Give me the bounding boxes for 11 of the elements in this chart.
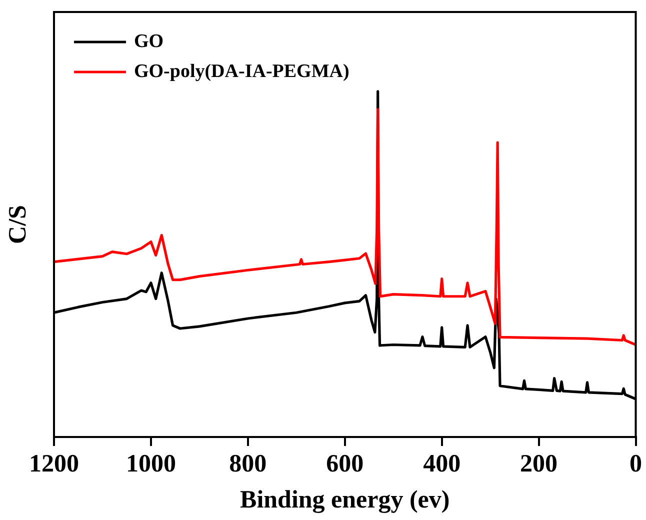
y-axis-title: C/S	[4, 205, 32, 244]
x-tick-label: 400	[423, 450, 461, 478]
legend-label: GO	[134, 30, 164, 52]
x-axis-title: Binding energy (ev)	[240, 486, 450, 514]
x-tick-label: 1200	[29, 450, 79, 478]
x-tick-label: 800	[229, 450, 267, 478]
x-tick-label: 600	[326, 450, 364, 478]
x-tick-label: 200	[520, 450, 558, 478]
legend-label: GO-poly(DA-IA-PEGMA)	[134, 60, 350, 82]
x-tick-label: 1000	[126, 450, 176, 478]
x-tick-label: 0	[630, 450, 642, 478]
